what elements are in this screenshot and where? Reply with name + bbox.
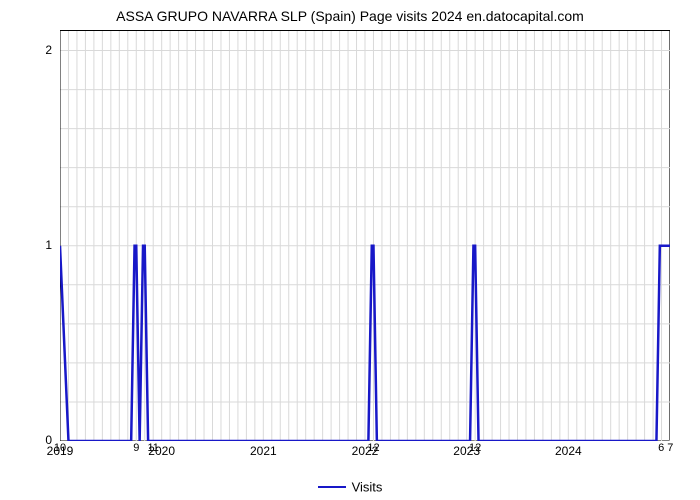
legend-label: Visits	[352, 479, 383, 494]
chart-svg	[60, 31, 670, 441]
x-tick-label: 2024	[555, 444, 582, 458]
value-label: 12	[367, 442, 379, 454]
value-label: 11	[147, 442, 158, 454]
chart-container: ASSA GRUPO NAVARRA SLP (Spain) Page visi…	[0, 0, 700, 500]
x-tick-label: 2021	[250, 444, 277, 458]
value-label: 9	[133, 442, 139, 454]
value-label: 12	[469, 442, 481, 454]
legend-swatch	[318, 486, 346, 488]
value-label: 6 7	[658, 442, 673, 454]
y-tick-label: 1	[12, 238, 52, 252]
chart-title: ASSA GRUPO NAVARRA SLP (Spain) Page visi…	[0, 8, 700, 24]
legend: Visits	[0, 478, 700, 496]
plot-area	[60, 30, 670, 440]
y-tick-label: 2	[12, 43, 52, 57]
value-label: 10	[54, 442, 66, 454]
